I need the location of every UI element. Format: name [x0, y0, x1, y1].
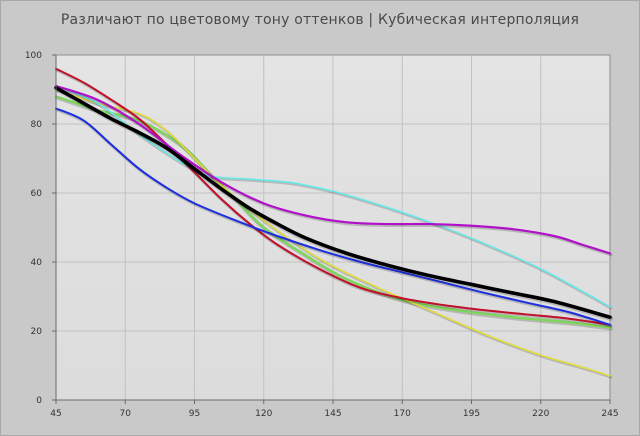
y-tick-label: 0 [36, 396, 42, 406]
x-tick-label: 245 [601, 409, 618, 419]
series-line-3 [55, 67, 611, 326]
y-tick-label: 100 [25, 51, 42, 61]
x-tick-label: 195 [463, 409, 480, 419]
series-line-6 [54, 85, 612, 319]
tick-labels: 45 70 95 120 145 170 195 220 245 0 20 40 60 80 100 [25, 51, 619, 419]
x-tick-label: 220 [532, 409, 549, 419]
x-tick-label: 170 [394, 409, 411, 419]
y-tick-label: 40 [31, 258, 43, 268]
x-tick-label: 95 [189, 409, 200, 419]
series-layer [54, 67, 614, 379]
y-tick-label: 80 [31, 120, 43, 130]
chart-title: Различают по цветовому тону оттенков | К… [60, 12, 580, 28]
x-tick-label: 120 [255, 409, 272, 419]
x-tick-label: 145 [324, 409, 341, 419]
x-tick-label: 70 [120, 409, 132, 419]
series-line-4 [55, 107, 611, 326]
series-line-5 [54, 84, 612, 255]
x-tick-label: 45 [50, 409, 61, 419]
y-tick-label: 20 [31, 327, 43, 337]
series-line-2 [55, 85, 611, 308]
y-tick-label: 60 [31, 189, 43, 199]
